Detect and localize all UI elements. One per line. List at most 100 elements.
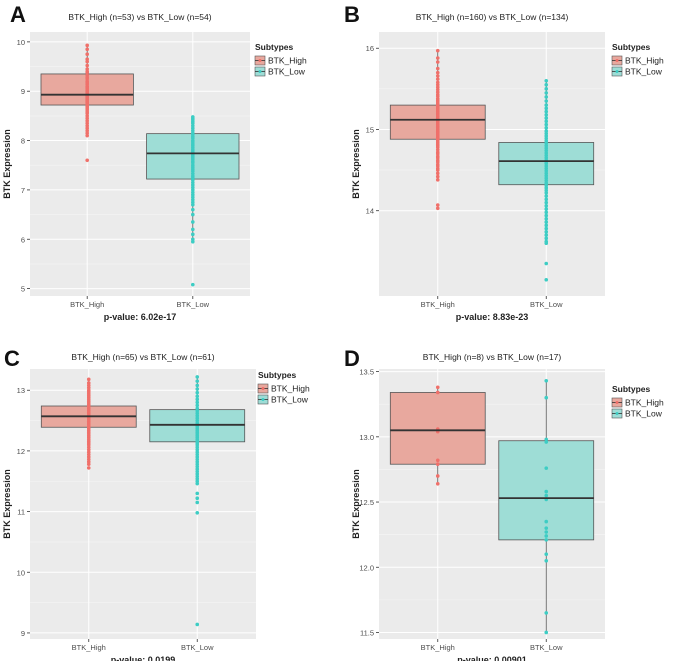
data-point	[544, 611, 549, 615]
x-tick-label: BTK_Low	[530, 300, 563, 309]
data-point	[195, 387, 200, 391]
legend-key-point	[261, 398, 265, 401]
chart-a-svg: BTK_High (n=53) vs BTK_Low (n=54) 5 6 7 8 9 10…	[2, 12, 307, 322]
y-tick-label: 6	[21, 235, 25, 244]
data-point	[191, 212, 195, 217]
panel-b: B BTK_High (n=160) vs BTK_Low (n=134) 14 1…	[342, 0, 685, 330]
legend-title: Subtypes	[255, 42, 294, 52]
data-point	[435, 60, 440, 64]
legend-key-point	[258, 59, 262, 62]
y-axis-label: BTK Expression	[2, 469, 12, 539]
data-point	[435, 48, 440, 53]
y-tick-label: 9	[21, 629, 25, 638]
data-point	[191, 207, 195, 212]
data-point	[195, 394, 200, 399]
data-point	[544, 116, 549, 120]
data-point	[544, 106, 549, 111]
data-point	[191, 178, 195, 182]
data-point	[544, 558, 549, 563]
data-point	[544, 534, 549, 538]
data-point	[191, 180, 195, 185]
data-point	[191, 239, 195, 244]
legend-label: BTK_Low	[271, 395, 309, 405]
y-tick-label: 12.5	[359, 498, 374, 507]
data-point	[544, 261, 549, 266]
data-point	[435, 70, 440, 75]
data-point	[85, 43, 89, 48]
data-point	[544, 220, 549, 224]
legend-label: BTK_Low	[268, 67, 306, 77]
x-axis-label: p-value: 0.0199	[111, 655, 176, 661]
data-point	[195, 397, 200, 402]
data-point	[544, 197, 549, 202]
data-point	[435, 77, 440, 81]
data-point	[85, 77, 89, 81]
chart-title: BTK_High (n=160) vs BTK_Low (n=134)	[416, 12, 569, 22]
chart-title: BTK_High (n=8) vs BTK_Low (n=17)	[423, 352, 562, 362]
data-point	[544, 552, 549, 557]
legend-key-point	[615, 70, 619, 73]
data-point	[85, 111, 89, 116]
data-point	[86, 466, 91, 470]
data-point	[85, 52, 89, 57]
legend-label: BTK_High	[268, 56, 307, 66]
y-tick-label: 10	[17, 38, 25, 47]
panel-d: D BTK_High (n=8) vs BTK_Low (n=17) 11.5 12…	[342, 340, 685, 665]
y-tick-label: 16	[366, 44, 374, 53]
x-tick-label: BTK_High	[421, 643, 455, 652]
data-point	[195, 403, 200, 408]
data-point	[191, 195, 195, 200]
y-tick-label: 10	[17, 568, 25, 577]
panel-letter-a: A	[10, 2, 26, 27]
data-point	[544, 207, 549, 211]
y-axis-label: BTK Expression	[351, 469, 361, 539]
y-tick-label: 8	[21, 137, 25, 146]
data-point	[86, 462, 91, 467]
data-point	[544, 395, 549, 400]
data-point	[85, 121, 89, 126]
y-tick-label: 13.5	[359, 368, 374, 377]
legend-key-point	[615, 401, 619, 404]
data-point	[191, 123, 195, 128]
data-point	[195, 379, 200, 383]
data-point	[544, 236, 549, 241]
legend-label: BTK_High	[625, 56, 664, 66]
x-tick-label: BTK_Low	[530, 643, 563, 652]
y-tick-label: 11.5	[360, 628, 374, 637]
data-point	[191, 220, 195, 224]
legend-label: BTK_High	[625, 398, 664, 408]
data-point	[544, 526, 549, 530]
data-point	[544, 109, 549, 114]
panel-c: C BTK_High (n=65) vs BTK_Low (n=61) 9 10 11…	[0, 340, 342, 665]
legend-title: Subtypes	[612, 384, 651, 394]
y-axis-label: BTK Expression	[2, 129, 12, 199]
data-point	[191, 197, 195, 202]
data-point	[544, 194, 549, 198]
chart-title: BTK_High (n=65) vs BTK_Low (n=61)	[71, 352, 214, 362]
data-point	[191, 171, 195, 176]
data-point	[435, 458, 440, 463]
data-point	[544, 437, 549, 442]
y-tick-label: 12	[17, 447, 25, 456]
data-point	[435, 203, 440, 207]
data-point	[191, 169, 195, 173]
data-point	[544, 213, 549, 218]
data-point	[435, 178, 440, 182]
data-point	[195, 481, 200, 486]
data-point	[435, 474, 440, 478]
data-point	[195, 390, 200, 395]
panel-a: A BTK_High (n=53) vs BTK_Low (n=54) 5 6 7 8 9…	[0, 0, 342, 330]
data-point	[544, 78, 549, 83]
data-point	[195, 375, 200, 379]
x-tick-label: BTK_High	[72, 643, 106, 652]
data-point	[544, 103, 549, 107]
data-point	[86, 377, 91, 382]
data-point	[191, 188, 195, 192]
data-point	[191, 190, 195, 195]
legend-label: BTK_High	[271, 384, 310, 394]
chart-c-svg: BTK_High (n=65) vs BTK_Low (n=61) 9 10 11 12…	[2, 352, 310, 665]
data-point	[544, 87, 549, 91]
data-point	[544, 113, 549, 117]
data-point	[191, 200, 195, 205]
data-point	[544, 200, 549, 205]
